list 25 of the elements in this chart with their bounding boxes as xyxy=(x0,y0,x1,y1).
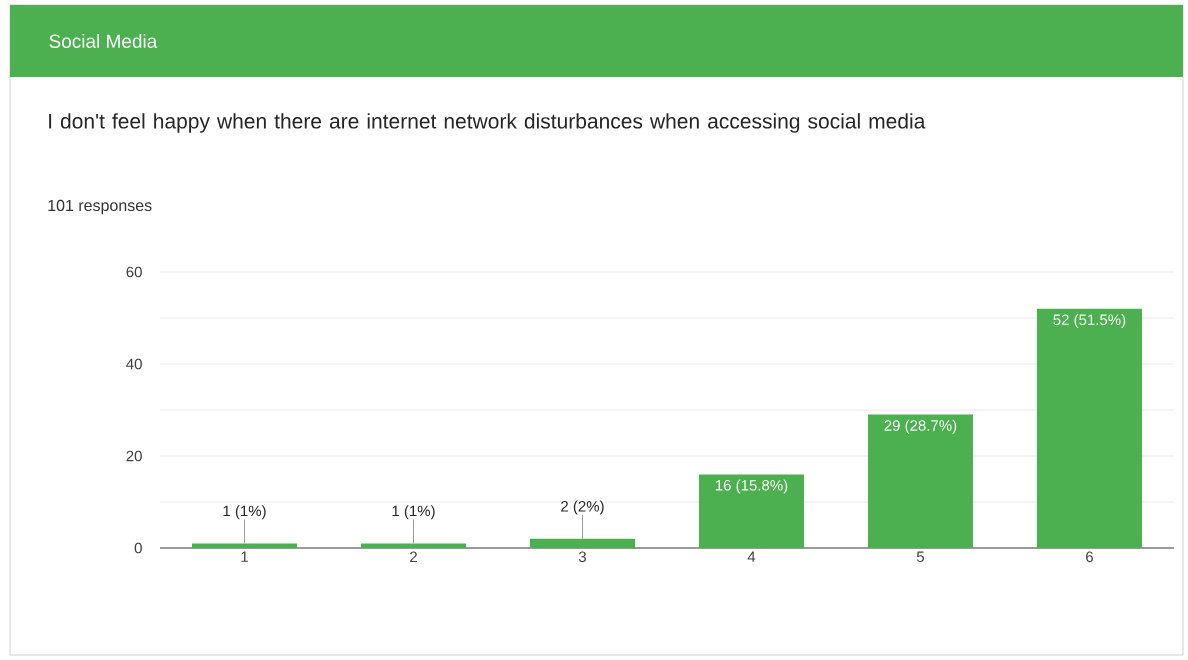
bar xyxy=(867,414,973,548)
x-tick-label: 5 xyxy=(916,551,925,562)
data-label: 29 (28.7%) xyxy=(884,419,957,434)
y-tick-label: 20 xyxy=(126,450,142,462)
chart-title: Social Media xyxy=(49,34,158,48)
data-label: 1 (1%) xyxy=(392,505,435,520)
text: 101 responses xyxy=(48,199,152,215)
y-tick-label: 60 xyxy=(126,266,142,278)
bar xyxy=(529,538,635,548)
data-label: 16 (15.8%) xyxy=(715,479,788,494)
x-tick-label: 3 xyxy=(578,551,586,563)
bar xyxy=(192,543,298,548)
x-tick-label: 1 xyxy=(241,551,248,562)
data-label: 1 (1%) xyxy=(223,505,266,520)
data-label: 52 (51.5%) xyxy=(1053,314,1126,328)
bar xyxy=(1036,308,1142,548)
chart-subtitle: I don't feel happy when there are internet network disturbances when accessing social media xyxy=(49,113,926,133)
bar xyxy=(698,474,804,548)
x-tick-label: 6 xyxy=(1086,551,1093,563)
y-tick-label: 0 xyxy=(134,542,142,554)
x-tick-label: 4 xyxy=(747,551,756,562)
data-label: 2 (2%) xyxy=(561,500,604,515)
y-tick-label: 40 xyxy=(126,358,142,370)
bar xyxy=(360,543,466,548)
x-tick-label: 2 xyxy=(410,551,417,562)
